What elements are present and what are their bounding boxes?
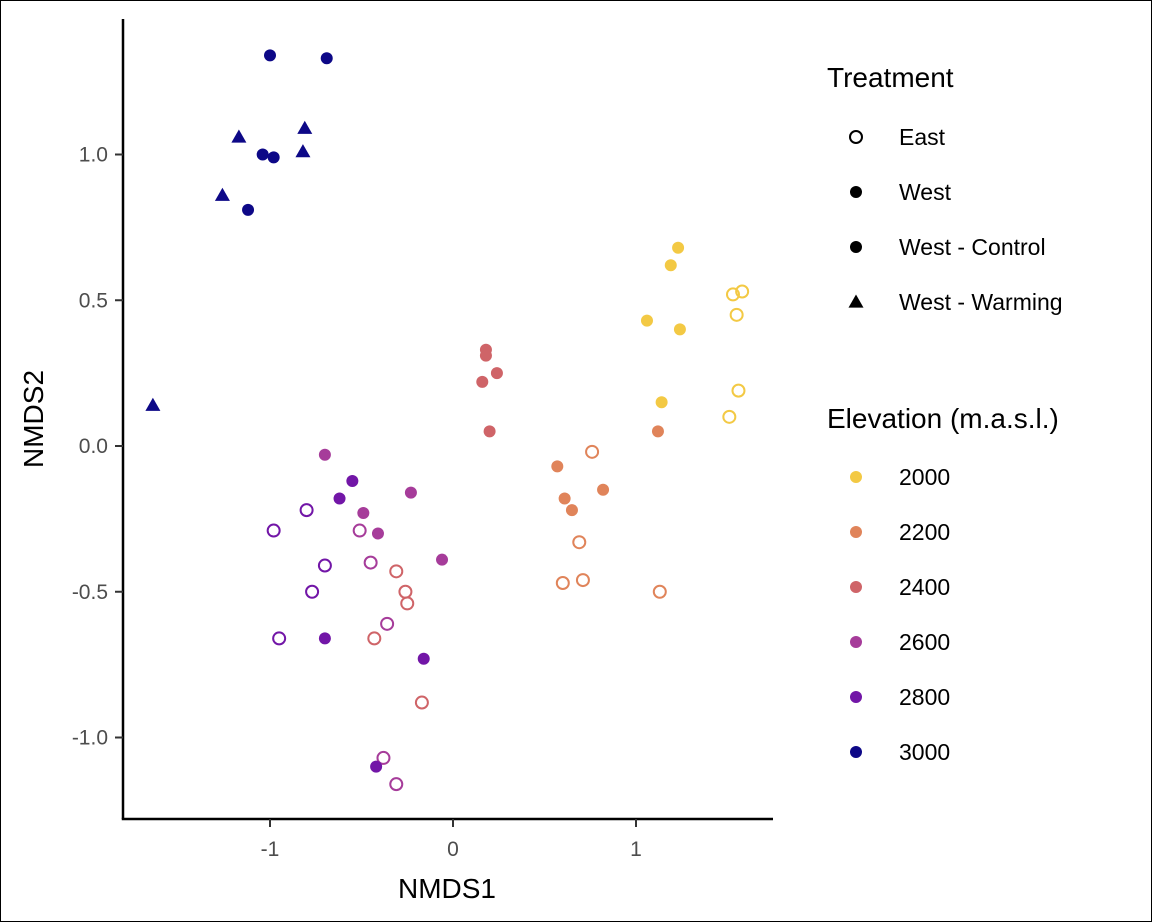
legend-label: 2000	[899, 464, 950, 490]
legend-key-elevation	[850, 526, 862, 538]
data-point	[729, 307, 744, 322]
data-point	[565, 504, 578, 517]
legend-key-elevation	[850, 691, 862, 703]
legend-elevation: Elevation (m.a.s.l.) 2000 2200 2400 2600 2800…	[827, 403, 1059, 765]
data-point	[242, 203, 255, 216]
plot-area	[145, 49, 750, 792]
data-point	[479, 349, 492, 362]
legend-key-triangle	[848, 294, 864, 308]
x-tick-label: -1	[261, 838, 280, 861]
x-tick-label: 0	[447, 838, 459, 861]
legend-label: 2400	[899, 574, 950, 600]
data-point	[404, 486, 417, 499]
data-point	[295, 144, 311, 158]
legend-treatment: Treatment East West West - Control West - Wa…	[827, 62, 1063, 315]
data-point	[389, 564, 404, 579]
data-point	[370, 760, 383, 773]
y-tick-label: 0.0	[79, 435, 108, 458]
data-point	[735, 284, 750, 299]
data-point	[436, 553, 449, 566]
legend-key-elevation	[850, 746, 862, 758]
data-point	[318, 632, 331, 645]
data-point	[597, 483, 610, 496]
data-point	[380, 616, 395, 631]
data-point	[558, 492, 571, 505]
data-point	[575, 573, 590, 588]
legend-key-open-circle	[849, 130, 863, 144]
data-point	[231, 129, 247, 143]
x-axis-title: NMDS1	[398, 873, 496, 904]
data-point	[367, 631, 382, 646]
data-point	[414, 695, 429, 710]
data-point	[655, 396, 668, 409]
ticks: -1 0 1 1.0 0.5 0.0 -0.5 -1.0	[72, 144, 642, 862]
data-point	[664, 259, 677, 272]
data-point	[398, 584, 413, 599]
data-point	[318, 448, 331, 461]
legend-key-elevation	[850, 581, 862, 593]
legend-label: West - Warming	[899, 289, 1063, 315]
data-point	[256, 148, 269, 161]
legend-key-filled-circle	[850, 241, 862, 253]
legend-title-treatment: Treatment	[827, 62, 954, 93]
legend-label: West	[899, 179, 952, 205]
data-point	[272, 631, 287, 646]
data-point	[652, 584, 667, 599]
data-point	[731, 383, 746, 398]
legend-label: West - Control	[899, 234, 1046, 260]
legend-key-elevation	[850, 471, 862, 483]
data-point	[672, 241, 685, 254]
data-point	[417, 652, 430, 665]
data-point	[585, 444, 600, 459]
data-point	[640, 314, 653, 327]
y-tick-label: -1.0	[72, 727, 108, 750]
data-point	[572, 535, 587, 550]
y-tick-label: 1.0	[79, 144, 108, 167]
x-tick-label: 1	[630, 838, 642, 861]
data-point	[363, 555, 378, 570]
y-axis-title: NMDS2	[18, 370, 49, 468]
legend-label: 2600	[899, 629, 950, 655]
legend-label: 3000	[899, 739, 950, 765]
data-point	[490, 367, 503, 380]
data-point	[214, 187, 230, 201]
data-point	[333, 492, 346, 505]
data-point	[320, 52, 333, 65]
data-point	[651, 425, 664, 438]
data-point	[389, 777, 404, 792]
data-point	[267, 151, 280, 164]
data-point	[266, 523, 281, 538]
data-point	[297, 120, 313, 134]
data-point	[317, 558, 332, 573]
legend-key-elevation	[850, 636, 862, 648]
data-point	[555, 576, 570, 591]
data-point	[722, 409, 737, 424]
data-point	[376, 750, 391, 765]
data-point	[400, 596, 415, 611]
data-point	[299, 503, 314, 518]
data-point	[476, 375, 489, 388]
data-point	[264, 49, 276, 62]
legend-key-filled-circle	[850, 186, 862, 198]
legend-label: East	[899, 124, 946, 150]
y-tick-label: 0.5	[79, 289, 108, 312]
data-point	[145, 397, 161, 411]
data-point	[346, 474, 359, 487]
axes	[121, 19, 773, 821]
data-point	[305, 584, 320, 599]
data-point	[371, 527, 384, 540]
data-point	[357, 507, 370, 520]
data-point	[483, 425, 496, 438]
legend-label: 2800	[899, 684, 950, 710]
data-point	[352, 523, 367, 538]
data-point	[673, 323, 686, 336]
data-point	[725, 287, 740, 302]
y-tick-label: -0.5	[72, 581, 108, 604]
legend-title-elevation: Elevation (m.a.s.l.)	[827, 403, 1059, 434]
data-point	[551, 460, 564, 473]
legend-label: 2200	[899, 519, 950, 545]
